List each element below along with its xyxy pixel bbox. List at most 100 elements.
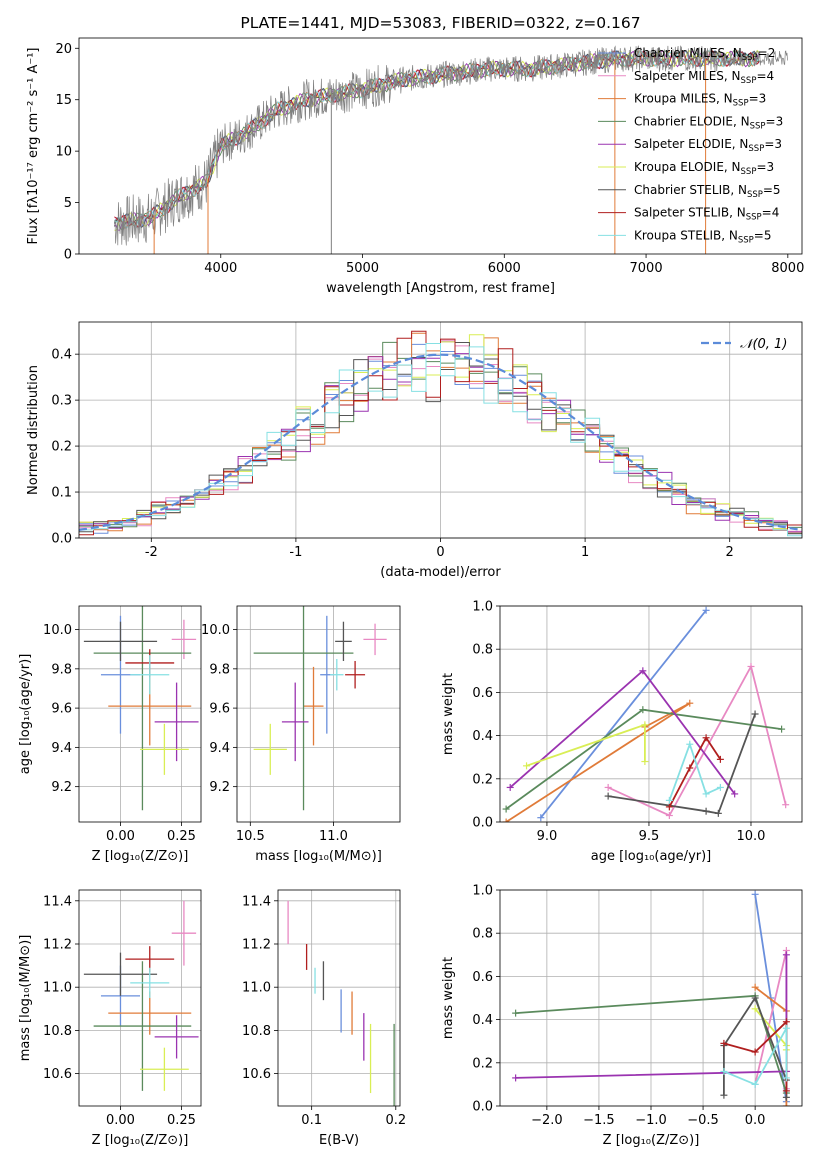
legend-suffix: =5 xyxy=(763,183,781,197)
errorbar-point xyxy=(140,723,189,775)
x-tick-label: −1.0 xyxy=(635,1113,667,1128)
errorbar-point xyxy=(130,967,170,998)
y-tick-label: 0.8 xyxy=(472,927,493,942)
errorbar-point xyxy=(171,900,197,966)
y-axis-label: mass [log₁₀(M/M⊙)] xyxy=(18,935,33,1062)
legend-label: Chabrier ELODIE, N xyxy=(634,114,750,128)
y-tick-label: 11.0 xyxy=(242,981,271,996)
y-tick-label: 20 xyxy=(55,42,72,57)
panel-mass-vs-Z: 0.00 0.25 10.6 10.8 11.0 11.2 11.4 Z [log₁₀(Z/Z… xyxy=(18,889,202,1148)
legend-label: Chabrier STELIB, N xyxy=(634,183,747,197)
legend-sub: SSP xyxy=(733,99,749,109)
legend-sub: SSP xyxy=(747,190,763,200)
x-tick-label: 10.0 xyxy=(737,829,766,844)
plot-area xyxy=(83,606,199,811)
legend-suffix: =4 xyxy=(762,206,780,220)
errorbar-point xyxy=(253,723,287,775)
normal-curve xyxy=(79,353,802,531)
legend-suffix: =4 xyxy=(756,69,774,83)
y-axis-label: mass weight xyxy=(441,673,456,755)
y-axis-label: age [log₁₀(age/yr)] xyxy=(18,654,33,775)
y-tick-label: 9.6 xyxy=(209,702,230,717)
x-tick-label: 8000 xyxy=(771,261,804,276)
x-axis-label: Z [log₁₀(Z/Z⊙)] xyxy=(603,1133,700,1148)
panel-weight-vs-Z: −2.0 −1.5 −1.0 −0.5 0.0 0.0 0.2 0.4 0.6 0.8 1.0 Z [… xyxy=(441,884,803,1148)
y-tick-label: 0.8 xyxy=(472,643,493,658)
y-tick-label: 10.0 xyxy=(43,623,72,638)
errorbar-point xyxy=(130,655,170,695)
plot-area xyxy=(113,45,788,254)
errorbar-point xyxy=(330,659,344,691)
panel-age-vs-Z: 0.00 0.25 9.2 9.4 9.6 9.8 10.0 Z [log₁₀(Z/Z⊙)] a… xyxy=(18,605,202,864)
y-tick-label: 1.0 xyxy=(472,884,493,899)
y-tick-label: 11.0 xyxy=(43,981,72,996)
legend-entry: Chabrier MILES, NSSP=2 xyxy=(634,46,775,63)
legend-entry: Kroupa MILES, NSSP=3 xyxy=(634,92,766,109)
y-tick-label: 10.8 xyxy=(43,1024,72,1039)
y-tick-label: 10.0 xyxy=(201,623,230,638)
y-tick-label: 0.0 xyxy=(472,1100,493,1115)
errorbar-point xyxy=(363,623,387,656)
x-tick-label: 0.1 xyxy=(301,1113,322,1128)
errorbar-point xyxy=(154,1015,199,1059)
y-tick-label: 0.4 xyxy=(472,729,493,744)
x-tick-label: 0.0 xyxy=(745,1113,766,1128)
legend-entry: Salpeter ELODIE, NSSP=3 xyxy=(634,137,782,154)
plot-area xyxy=(287,900,395,1106)
y-tick-label: 0.2 xyxy=(472,772,493,787)
legend-sub: SSP xyxy=(738,235,754,245)
legend-sub: SSP xyxy=(746,213,762,223)
y-tick-label: 0.2 xyxy=(472,1056,493,1071)
y-tick-label: 0.0 xyxy=(51,532,72,547)
weight-series-line xyxy=(668,741,721,801)
x-tick-label: 0 xyxy=(436,545,444,560)
legend: 𝒩(0, 1) xyxy=(701,337,787,352)
errorbar-point xyxy=(303,666,324,746)
legend-sub: SSP xyxy=(741,76,757,86)
axes-frame xyxy=(499,889,803,1107)
legend-label: Salpeter MILES, N xyxy=(634,69,741,83)
y-tick-label: 5 xyxy=(64,196,72,211)
y-tick-label: 9.8 xyxy=(51,662,72,677)
plot-area xyxy=(512,890,790,1106)
legend-entry: Chabrier ELODIE, NSSP=3 xyxy=(634,114,783,131)
x-tick-label: 2 xyxy=(726,545,734,560)
legend-entry: Kroupa STELIB, NSSP=5 xyxy=(634,228,772,245)
x-tick-label: −1.5 xyxy=(583,1113,615,1128)
errorbar-point xyxy=(83,952,158,996)
observed-spectrum-line xyxy=(114,45,788,246)
y-axis-label: Flux [fλ10⁻¹⁷ erg cm⁻² s⁻¹ A⁻¹] xyxy=(26,48,41,245)
errorbar-point xyxy=(108,991,192,1035)
y-tick-label: 0.4 xyxy=(472,1013,493,1028)
legend-label: Salpeter STELIB, N xyxy=(634,206,746,220)
errorbar-point xyxy=(335,621,352,661)
x-axis-label: Z [log₁₀(Z/Z⊙)] xyxy=(92,849,189,864)
y-tick-label: 0.3 xyxy=(51,394,72,409)
y-tick-label: 0.0 xyxy=(472,816,493,831)
errorbar-point xyxy=(171,619,197,660)
legend-label: Salpeter ELODIE, N xyxy=(634,137,748,151)
x-tick-label: 11.0 xyxy=(319,829,348,844)
weight-series-line xyxy=(723,1024,788,1086)
legend-sub: SSP xyxy=(742,53,758,63)
weight-series-line xyxy=(607,713,756,815)
y-tick-label: 0.4 xyxy=(51,348,72,363)
x-tick-label: 6000 xyxy=(488,261,521,276)
x-axis-label: (data-model)/error xyxy=(380,565,501,580)
x-tick-label: 0.25 xyxy=(167,1113,196,1128)
x-tick-label: 10.5 xyxy=(236,829,265,844)
model-spectrum-line xyxy=(114,50,760,230)
errorbar-point xyxy=(281,682,309,762)
legend-label: Kroupa STELIB, N xyxy=(634,228,738,242)
y-axis-label: Normed distribution xyxy=(26,365,41,495)
y-tick-label: 11.4 xyxy=(242,894,271,909)
legend-label: Chabrier MILES, N xyxy=(634,46,742,60)
y-tick-label: 0.6 xyxy=(472,970,493,985)
axes-frame xyxy=(499,605,803,823)
x-axis-label: E(B-V) xyxy=(319,1133,359,1148)
legend-sub: SSP xyxy=(748,144,764,154)
x-tick-label: 7000 xyxy=(630,261,663,276)
panel-mass-vs-ebv: 0.1 0.2 10.6 10.8 11.0 11.2 11.4 E(B-V) xyxy=(242,889,406,1148)
legend-suffix: =3 xyxy=(766,114,784,128)
